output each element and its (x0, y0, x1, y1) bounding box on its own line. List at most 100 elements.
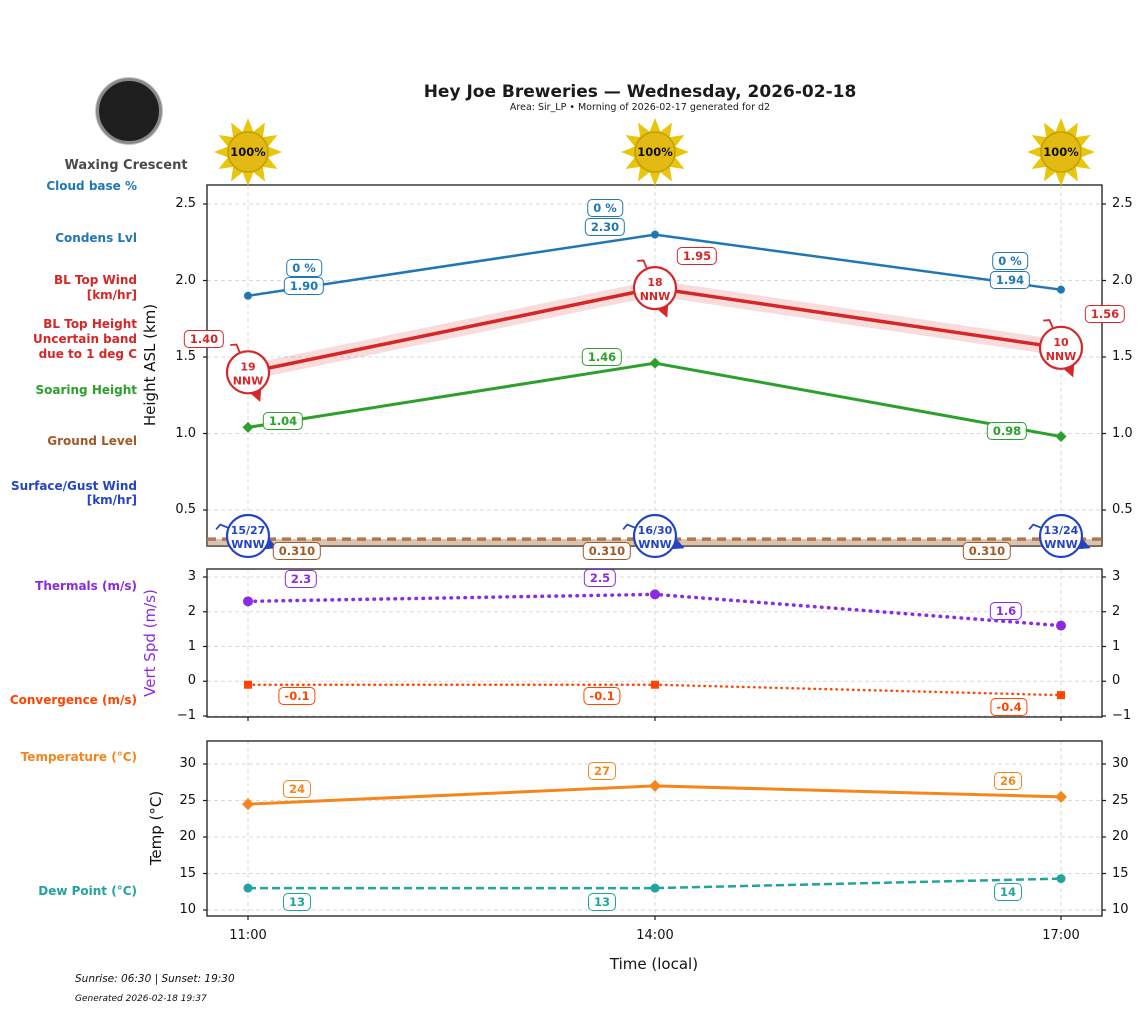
y-tick-label: 1 (1112, 638, 1121, 654)
legend-temperature: Temperature (°C) (20, 750, 137, 764)
legend-soaring-height: Soaring Height (35, 383, 138, 397)
y-tick-label: −1 (176, 708, 196, 723)
y-tick-label: 20 (1112, 829, 1129, 844)
value-label: 2.30 (584, 217, 626, 236)
moon-phase-label: Waxing Crescent (64, 158, 188, 173)
svg-text:19: 19 (240, 360, 255, 373)
svg-text:WNW: WNW (231, 538, 264, 551)
x-tick-label: 17:00 (1042, 928, 1080, 943)
svg-text:100%: 100% (230, 145, 266, 159)
value-label: 24 (282, 780, 312, 799)
value-label: 0 % (286, 258, 322, 277)
y-tick-label: 1.5 (175, 349, 196, 364)
y-tick-label: 30 (1112, 756, 1129, 771)
y-tick-label: 1.0 (175, 425, 196, 441)
value-label: 0.310 (272, 542, 322, 561)
y-tick-label: 3 (1112, 569, 1121, 584)
legend-bl-top-wind: BL Top Wind (53, 273, 137, 287)
y-tick-label: 2 (187, 603, 196, 619)
y-tick-label: 2.5 (175, 196, 196, 211)
sun-icon: 100% (1027, 118, 1095, 186)
value-label: 0.310 (582, 542, 632, 561)
y-tick-label: 0.5 (1112, 502, 1133, 517)
y-tick-label: 2.0 (175, 272, 196, 288)
svg-text:10: 10 (1053, 336, 1069, 349)
y-tick-label: 20 (179, 829, 196, 844)
y-tick-label: 0.5 (175, 502, 196, 517)
legend-bl-top-height-note: due to 1 deg C (38, 347, 137, 361)
y-tick-label: 15 (1112, 865, 1129, 881)
value-label: 0 % (587, 198, 623, 217)
y-tick-label: 1.0 (1112, 425, 1133, 441)
value-label: 1.95 (676, 247, 718, 266)
legend-thermals: Thermals (m/s) (35, 579, 137, 593)
y-tick-label: 1 (187, 638, 196, 654)
moon-phase-icon (96, 78, 162, 144)
svg-text:100%: 100% (1043, 145, 1079, 159)
svg-text:WNW: WNW (638, 538, 671, 551)
legend-dew-point: Dew Point (°C) (38, 884, 137, 898)
value-label: 2.5 (583, 569, 617, 588)
svg-text:16/30: 16/30 (638, 524, 673, 537)
value-label: 13 (282, 893, 312, 912)
value-label: 13 (587, 893, 617, 912)
value-label: 1.6 (989, 601, 1023, 620)
y-tick-label: 0 (1112, 673, 1121, 689)
x-tick-label: 11:00 (229, 928, 267, 943)
y-tick-label: 0 (187, 673, 196, 689)
y-tick-label: 30 (179, 756, 196, 771)
legend-surface-wind: Surface/Gust Wind (11, 479, 137, 493)
value-label: 0 % (992, 251, 1028, 270)
svg-text:NNW: NNW (233, 374, 264, 387)
value-label: 1.56 (1084, 304, 1126, 323)
svg-text:13/24: 13/24 (1044, 524, 1079, 537)
y-tick-label: 25 (1112, 792, 1129, 808)
legend-cloud-base: Cloud base % (46, 179, 137, 193)
legend-bl-top-height-band: Uncertain band (33, 332, 137, 346)
sun-icon: 100% (621, 118, 689, 186)
value-label: 0.98 (986, 421, 1028, 440)
value-label: 1.94 (989, 270, 1031, 289)
value-label: -0.4 (990, 698, 1028, 717)
y-tick-label: 2.0 (1112, 272, 1133, 288)
sun-icon: 100% (214, 118, 282, 186)
value-label: 26 (993, 771, 1023, 790)
svg-text:NNW: NNW (1046, 350, 1077, 363)
y-tick-label: −1 (1112, 708, 1132, 723)
y-tick-label: 15 (179, 865, 196, 881)
page-title: Hey Joe Breweries — Wednesday, 2026-02-1… (423, 82, 857, 102)
value-label: 0.310 (962, 542, 1012, 561)
sunrise-sunset-note: Sunrise: 06:30 | Sunset: 19:30 (75, 973, 235, 985)
value-label: 2.3 (284, 570, 318, 589)
generated-note: Generated 2026-02-18 19:37 (75, 994, 207, 1004)
value-label: 1.40 (183, 330, 225, 349)
svg-text:100%: 100% (637, 145, 673, 159)
x-axis-title: Time (local) (609, 955, 699, 973)
svg-text:WNW: WNW (1044, 538, 1077, 551)
value-label: -0.1 (583, 686, 621, 705)
x-tick-label: 14:00 (636, 928, 674, 943)
legend-bl-top-height: BL Top Height (43, 317, 137, 331)
y-tick-label: 25 (179, 792, 196, 808)
value-label: 1.04 (262, 412, 304, 431)
page-subtitle: Area: Sir_LP • Morning of 2026-02-17 gen… (509, 102, 771, 113)
legend-surface-wind-units: [km/hr] (86, 493, 137, 507)
y-tick-label: 10 (179, 902, 196, 917)
svg-text:18: 18 (647, 276, 662, 289)
y-tick-label: 3 (187, 569, 196, 584)
value-label: 27 (587, 761, 617, 780)
legend-ground-level: Ground Level (47, 434, 137, 448)
value-label: 14 (993, 882, 1023, 901)
value-label: 1.46 (581, 348, 623, 367)
y-tick-label: 1.5 (1112, 349, 1133, 364)
y-tick-label: 10 (1112, 902, 1129, 917)
legend-bl-top-wind-units: [km/hr] (86, 288, 137, 302)
value-label: 1.90 (283, 276, 325, 295)
